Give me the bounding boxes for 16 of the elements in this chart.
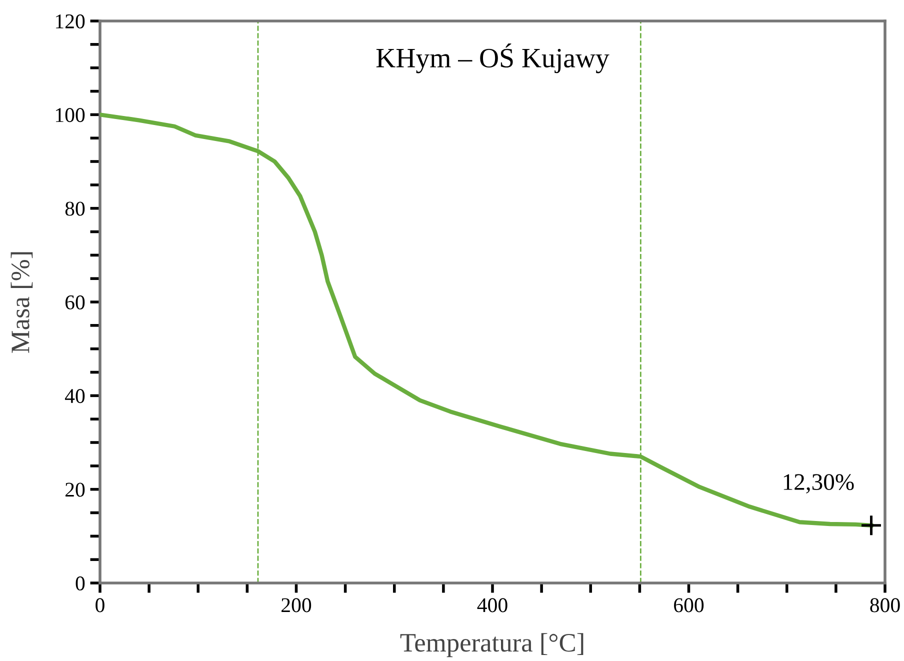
- y-tick-label: 0: [76, 576, 85, 590]
- x-tick-label: 0: [96, 598, 104, 612]
- y-tick-label: 100: [56, 108, 85, 122]
- y-tick-label: 40: [64, 389, 85, 404]
- x-tick-label: 400: [477, 598, 508, 612]
- y-tick-label: 60: [65, 295, 85, 310]
- annotation: 12,30%: [784, 474, 854, 494]
- x-tick-label: 600: [674, 598, 704, 612]
- text: KHym – OŚ Kujawy: [376, 43, 610, 74]
- x-tick-label: 800: [870, 598, 900, 612]
- y-tick-label: 80: [65, 202, 85, 216]
- x-axis-title: Temperatura [°C]: [400, 633, 584, 658]
- y-tick-label: 20: [66, 482, 85, 497]
- y-tick-label: 120: [56, 14, 85, 28]
- y-axis-title: Masa [%]: [10, 252, 33, 353]
- x-tick-label: 200: [282, 598, 312, 612]
